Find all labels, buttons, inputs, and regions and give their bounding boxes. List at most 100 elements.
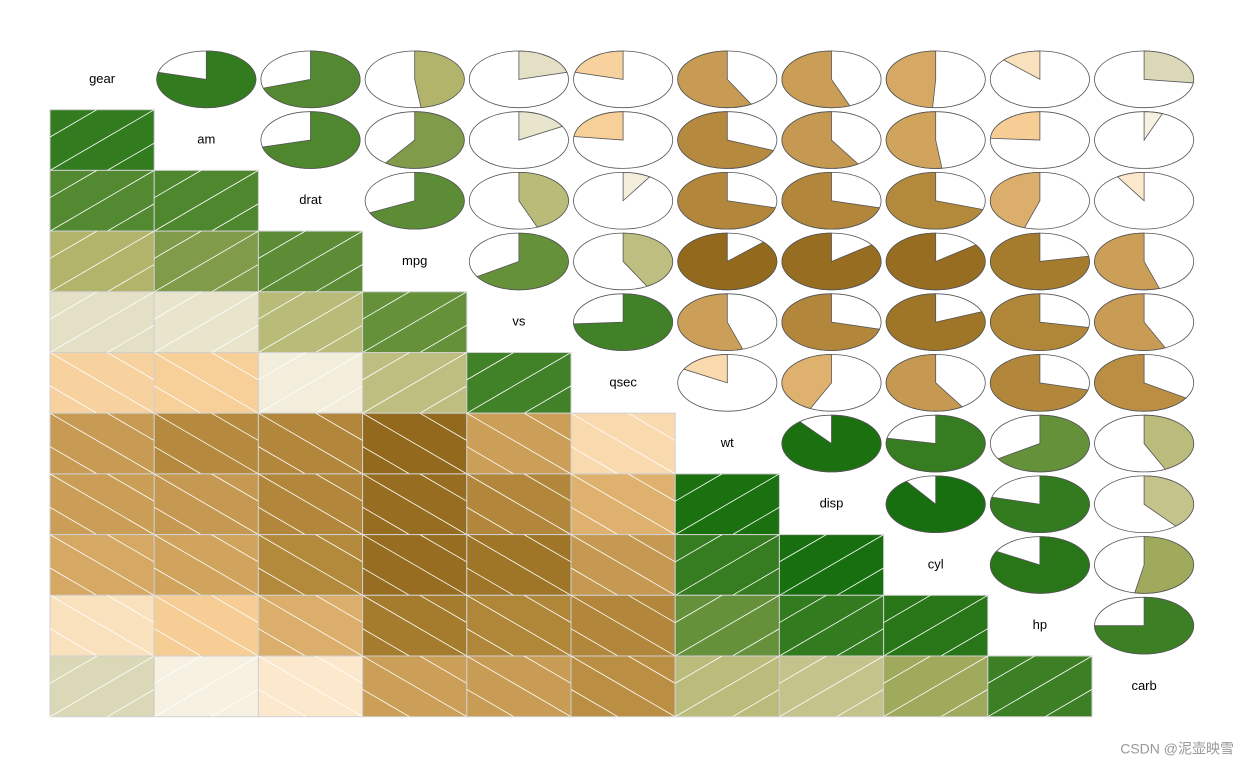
pie-cell	[364, 50, 465, 109]
shade-cell	[466, 594, 572, 657]
shade-cell	[674, 534, 780, 596]
pie-cell	[677, 171, 778, 230]
pie-cell	[885, 232, 986, 291]
shade-cell	[883, 655, 989, 718]
variable-label: gear	[89, 71, 116, 86]
pie-cell	[573, 50, 674, 109]
shade-cell	[257, 594, 364, 657]
shade-cell	[49, 655, 155, 718]
pie-cell	[989, 50, 1090, 109]
pie-cell	[573, 171, 674, 230]
shade-cell	[257, 291, 364, 353]
shade-cell	[257, 655, 364, 718]
shade-cell	[362, 291, 468, 353]
pie-cell	[1094, 536, 1195, 594]
pie-cell	[1094, 293, 1195, 351]
pie-cell	[989, 111, 1090, 169]
pie-cell	[989, 171, 1090, 230]
pie-cell	[677, 111, 778, 169]
shade-cell	[257, 352, 364, 414]
shade-cell	[49, 169, 155, 232]
pie-cell	[989, 475, 1090, 533]
shade-cell	[362, 412, 468, 475]
pie-cell	[989, 536, 1090, 594]
pie-cell	[468, 171, 569, 230]
shade-cell	[883, 594, 989, 657]
shade-cell	[362, 534, 468, 596]
shade-cell	[153, 230, 259, 293]
shade-cell	[153, 534, 259, 596]
shade-cell	[257, 473, 364, 536]
shade-cell	[466, 534, 572, 596]
variable-label: hp	[1033, 617, 1047, 632]
variable-label: cyl	[928, 556, 944, 571]
shade-cell	[257, 412, 364, 475]
pie-cell	[781, 414, 882, 473]
shade-cell	[49, 109, 155, 171]
shade-cell	[674, 655, 780, 718]
pie-cell	[1094, 50, 1195, 109]
pie-cell	[885, 171, 986, 230]
variable-label: qsec	[609, 374, 637, 389]
shade-cell	[778, 534, 885, 596]
pie-cell	[781, 232, 882, 291]
pie-cell	[989, 293, 1090, 351]
pie-cell	[677, 50, 778, 109]
shade-cell	[153, 473, 259, 536]
pie-cell	[989, 414, 1090, 473]
pie-cell	[468, 50, 569, 109]
pie-cell	[364, 171, 465, 230]
shade-cell	[778, 594, 885, 657]
pie-cell	[1094, 414, 1195, 473]
pie-cell	[573, 293, 674, 351]
variable-label: mpg	[402, 253, 427, 268]
pie-cell	[260, 50, 361, 109]
shade-cell	[49, 594, 155, 657]
pie-cell	[989, 354, 1090, 412]
pie-cell	[468, 232, 569, 291]
pie-cell	[885, 293, 986, 351]
pie-cell	[885, 475, 986, 533]
shade-cell	[153, 291, 259, 353]
shade-cell	[153, 412, 259, 475]
pie-cell	[1094, 232, 1195, 291]
shade-cell	[153, 655, 259, 718]
shade-cell	[466, 352, 572, 414]
pie-cell	[364, 111, 465, 169]
pie-cell	[989, 232, 1090, 291]
pie-cell	[1094, 354, 1195, 412]
pie-cell	[1094, 111, 1195, 169]
shade-cell	[257, 230, 364, 293]
variable-label: carb	[1131, 678, 1156, 693]
shade-cell	[570, 412, 676, 475]
variable-label: drat	[299, 192, 322, 207]
shade-cell	[49, 534, 155, 596]
shade-cell	[674, 594, 780, 657]
shade-cell	[257, 534, 364, 596]
pie-cell	[677, 354, 778, 412]
shade-cell	[153, 352, 259, 414]
variable-label: disp	[820, 496, 844, 511]
shade-cell	[362, 655, 468, 718]
pie-cell	[781, 171, 882, 230]
pie-cell	[1094, 475, 1195, 533]
pie-cell	[781, 293, 882, 351]
variable-label: wt	[720, 435, 734, 450]
shade-cell	[570, 473, 676, 536]
pie-cell	[677, 293, 778, 351]
variable-label: am	[197, 131, 215, 146]
pie-cell	[885, 111, 986, 169]
variable-label: vs	[512, 314, 526, 329]
shade-cell	[570, 655, 676, 718]
pie-cell	[885, 354, 986, 412]
pie-cell	[468, 111, 569, 169]
watermark: CSDN @泥壶映雪	[1120, 741, 1234, 757]
pie-cell	[156, 50, 257, 109]
shade-cell	[49, 352, 155, 414]
pie-cell	[1094, 596, 1195, 655]
shade-cell	[49, 473, 155, 536]
pie-cell	[677, 232, 778, 291]
shade-cell	[153, 169, 259, 232]
pie-cell	[573, 232, 674, 291]
